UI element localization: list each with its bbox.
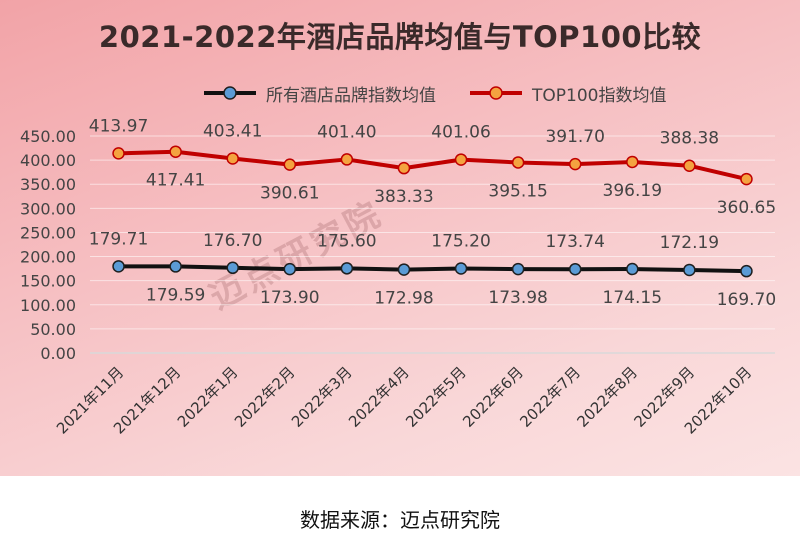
data-point-top100 bbox=[683, 159, 696, 172]
y-tick-label: 400.00 bbox=[20, 151, 76, 170]
data-point-all-hotels bbox=[340, 262, 354, 275]
y-tick-label: 50.00 bbox=[30, 320, 76, 339]
data-label-all-hotels: 179.71 bbox=[89, 229, 148, 249]
data-label-top100: 401.40 bbox=[317, 122, 376, 142]
legend-swatch-all-hotels-icon bbox=[204, 86, 256, 100]
x-tick-label: 2022年6月 bbox=[459, 363, 527, 431]
data-point-top100 bbox=[169, 145, 182, 158]
data-label-top100: 383.33 bbox=[374, 187, 433, 207]
data-point-all-hotels bbox=[112, 260, 125, 273]
x-tick-label: 2022年2月 bbox=[231, 363, 299, 431]
data-label-all-hotels: 173.98 bbox=[488, 288, 547, 308]
data-label-top100: 401.06 bbox=[431, 123, 490, 143]
legend-swatch-top100-icon bbox=[470, 86, 522, 100]
legend-label-all-hotels: 所有酒店品牌指数均值 bbox=[266, 85, 436, 106]
data-point-all-hotels bbox=[397, 263, 411, 276]
y-tick-label: 100.00 bbox=[20, 296, 76, 315]
legend: 所有酒店品牌指数均值 TOP100指数均值 bbox=[0, 78, 800, 108]
y-tick-label: 150.00 bbox=[20, 272, 76, 291]
x-tick-label: 2022年3月 bbox=[288, 363, 356, 431]
data-point-all-hotels bbox=[626, 262, 639, 276]
data-point-top100 bbox=[740, 172, 753, 186]
data-label-all-hotels: 172.98 bbox=[374, 289, 433, 309]
data-label-all-hotels: 169.70 bbox=[717, 290, 776, 310]
chart-panel: 2021-2022年酒店品牌均值与TOP100比较 所有酒店品牌指数均值 TOP… bbox=[0, 0, 800, 476]
data-label-top100: 413.97 bbox=[89, 116, 148, 136]
data-label-all-hotels: 175.60 bbox=[317, 231, 376, 251]
data-point-top100 bbox=[568, 157, 582, 171]
x-tick-label: 2022年1月 bbox=[174, 363, 242, 431]
data-label-all-hotels: 176.70 bbox=[203, 231, 262, 251]
chart-title: 2021-2022年酒店品牌均值与TOP100比较 bbox=[98, 20, 702, 54]
data-point-top100 bbox=[454, 153, 468, 166]
x-tick-label: 2022年7月 bbox=[516, 363, 584, 431]
data-label-top100: 388.38 bbox=[660, 129, 719, 149]
data-label-all-hotels: 172.19 bbox=[660, 233, 719, 253]
plot-area: 0.00 50.00 100.00 150.00 200.00 250.00 300.00 3… bbox=[20, 116, 776, 437]
y-tick-label: 450.00 bbox=[20, 127, 76, 146]
source-note: 数据来源：迈点研究院 bbox=[300, 508, 500, 532]
y-tick-label: 200.00 bbox=[20, 248, 76, 267]
legend-item-top100: TOP100指数均值 bbox=[466, 78, 666, 108]
y-tick-label: 0.00 bbox=[40, 344, 76, 363]
data-label-top100: 403.41 bbox=[203, 121, 262, 141]
series-line-top100 bbox=[118, 149, 747, 182]
data-point-top100 bbox=[226, 152, 239, 165]
data-label-top100: 390.61 bbox=[260, 184, 319, 204]
x-tick-label: 2022年4月 bbox=[345, 363, 413, 431]
y-tick-label: 250.00 bbox=[20, 223, 76, 242]
data-point-all-hotels bbox=[683, 263, 696, 277]
data-label-all-hotels: 179.59 bbox=[146, 285, 205, 305]
data-point-all-hotels bbox=[454, 262, 468, 275]
data-point-all-hotels bbox=[511, 262, 525, 276]
data-point-all-hotels bbox=[226, 261, 239, 275]
data-point-all-hotels bbox=[169, 260, 182, 273]
y-tick-label: 300.00 bbox=[20, 199, 76, 218]
data-point-all-hotels bbox=[568, 262, 582, 276]
data-point-top100 bbox=[397, 161, 411, 175]
data-point-top100 bbox=[283, 158, 297, 171]
data-point-top100 bbox=[340, 153, 354, 166]
x-tick-label: 2022年8月 bbox=[573, 363, 641, 431]
data-label-top100: 395.15 bbox=[488, 181, 547, 201]
data-label-top100: 360.65 bbox=[717, 198, 776, 218]
data-label-all-hotels: 173.90 bbox=[260, 288, 319, 308]
x-tick-label: 2022年5月 bbox=[402, 363, 470, 431]
data-point-top100 bbox=[511, 156, 525, 169]
legend-item-all-hotels: 所有酒店品牌指数均值 bbox=[200, 78, 436, 108]
data-label-all-hotels: 174.15 bbox=[603, 288, 662, 308]
data-point-all-hotels bbox=[283, 262, 297, 276]
data-label-top100: 396.19 bbox=[603, 181, 662, 201]
data-point-top100 bbox=[626, 155, 639, 169]
data-label-top100: 417.41 bbox=[146, 171, 205, 191]
series-line-all-hotels bbox=[118, 264, 747, 274]
y-tick-label: 350.00 bbox=[20, 175, 76, 194]
data-label-all-hotels: 173.74 bbox=[545, 232, 604, 252]
data-label-all-hotels: 175.20 bbox=[431, 232, 490, 252]
data-point-top100 bbox=[112, 147, 125, 160]
data-label-top100: 391.70 bbox=[545, 127, 604, 147]
data-point-all-hotels bbox=[740, 264, 753, 278]
legend-label-top100: TOP100指数均值 bbox=[532, 85, 667, 106]
